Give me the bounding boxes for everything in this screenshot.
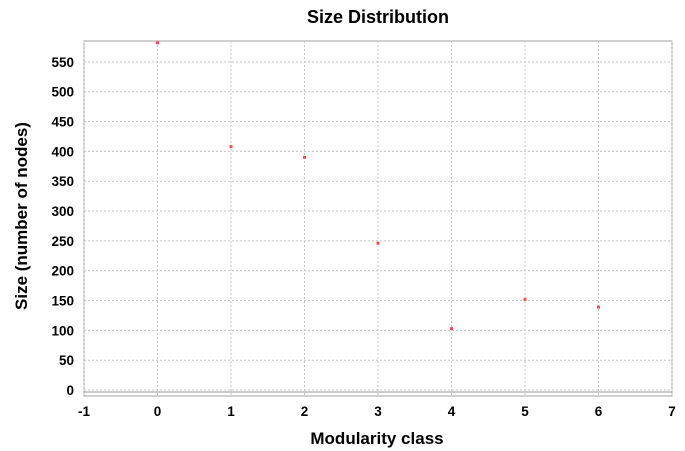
chart-title: Size Distribution xyxy=(307,7,449,27)
data-point xyxy=(229,145,233,149)
y-tick-label: 200 xyxy=(51,264,74,279)
y-tick-label: 300 xyxy=(51,204,74,219)
data-point xyxy=(597,305,600,309)
y-tick-label: 0 xyxy=(66,383,74,398)
y-tick-label: 350 xyxy=(51,174,74,189)
gridlines xyxy=(83,41,673,396)
y-axis-label: Size (number of nodes) xyxy=(12,122,31,310)
data-point xyxy=(303,155,306,159)
x-tick-label: 0 xyxy=(154,404,162,419)
y-tick-label: 250 xyxy=(51,234,74,249)
y-tick-label: 500 xyxy=(51,85,74,100)
y-tick-label: 400 xyxy=(51,144,74,159)
x-axis-label: Modularity class xyxy=(310,429,443,448)
x-tick-label: 1 xyxy=(227,404,235,419)
data-points xyxy=(156,41,600,331)
x-tick-label: 4 xyxy=(448,404,456,419)
x-tick-label: 3 xyxy=(374,404,382,419)
data-point xyxy=(450,327,453,331)
data-point xyxy=(523,297,527,301)
data-point xyxy=(376,241,380,245)
x-tick-label: 2 xyxy=(301,404,309,419)
y-tick-label: 450 xyxy=(51,115,74,130)
y-tick-label: 550 xyxy=(51,55,74,70)
y-tick-label: 100 xyxy=(51,323,74,338)
x-tick-label: 7 xyxy=(668,404,676,419)
data-point xyxy=(156,41,159,45)
y-tick-label: 50 xyxy=(59,353,74,368)
x-tick-label: -1 xyxy=(78,404,90,419)
x-axis-ticks: -1 0 1 2 3 4 5 6 7 xyxy=(78,404,676,419)
y-axis-ticks: 0 50 100 150 200 250 300 350 400 450 500 550 xyxy=(51,55,74,398)
x-tick-label: 6 xyxy=(595,404,603,419)
x-tick-label: 5 xyxy=(521,404,529,419)
y-tick-label: 150 xyxy=(51,294,74,309)
